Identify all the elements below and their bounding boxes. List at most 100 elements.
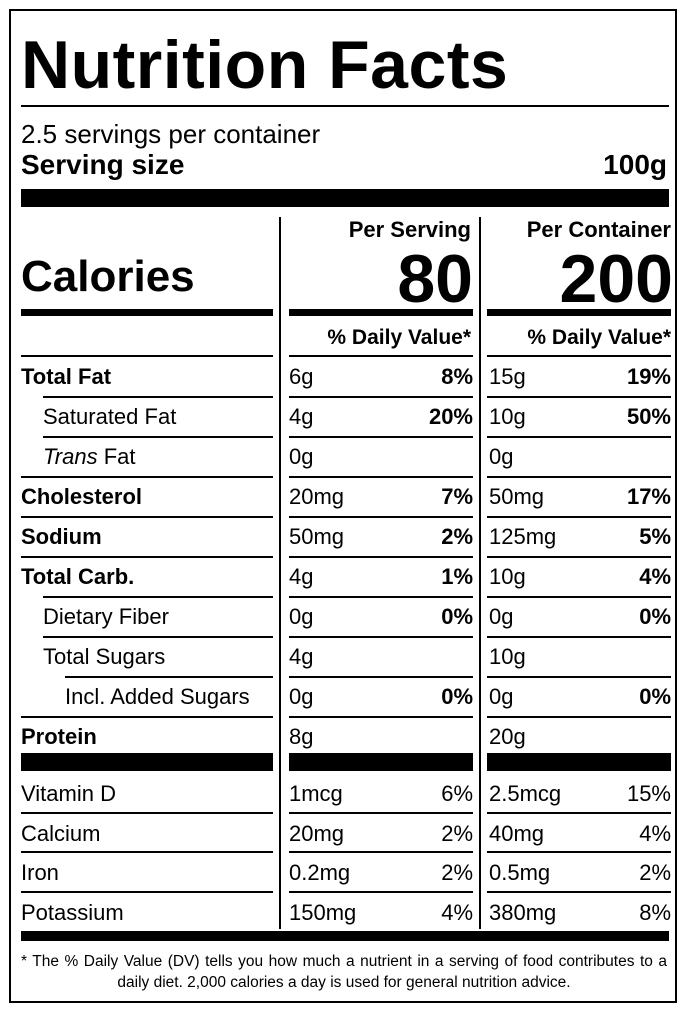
row-rule-left [43,636,273,638]
row-rule-serving [289,355,473,357]
serving-amount: 4g [289,644,314,669]
title-rule [21,105,669,107]
serving-size-value: 100g [603,149,667,180]
row-rule-container [487,676,671,678]
serving-daily-value: 6% [441,781,473,806]
serving-amount: 4g [289,404,314,429]
serving-daily-value: 0% [441,604,473,629]
nutrient-label: Saturated Fat [43,404,177,429]
nutrient-label: Cholesterol [21,484,143,509]
row-rule-container [487,396,671,398]
servings-per-container: 2.5 servings per container [21,119,321,149]
serving-amount: 0.2mg [289,860,351,885]
row-rule-left [21,355,273,357]
container-daily-value: 0% [639,604,671,629]
row-rule-serving [289,516,473,518]
container-amount: 10g [489,404,526,429]
daily-value-header-container: % Daily Value* [527,326,671,349]
thick-rule-top [21,189,669,207]
row-rule-container [487,636,671,638]
serving-amount: 20mg [289,820,345,846]
container-daily-value: 2% [639,860,671,885]
container-amount: 0g [489,444,514,469]
serving-amount: 0g [289,444,314,469]
container-daily-value: 4% [639,564,671,589]
calories-label: Calories [21,252,195,301]
row-rule-serving [289,812,473,814]
nutrient-label: Trans Fat [43,444,136,470]
nutrient-label-italic: Trans [43,444,98,469]
row-rule-serving [289,851,473,853]
container-daily-value: 50% [626,404,671,429]
row-rule-serving [289,636,473,638]
serving-daily-value: 2% [441,820,473,846]
nutrient-label: Vitamin D [21,781,116,806]
row-rule-container [487,355,671,357]
row-rule-container [487,891,671,893]
row-rule-serving [289,891,473,893]
container-daily-value: 19% [626,364,671,389]
calories-rule-serving [289,309,473,316]
thick-rule-vitamins-serving [289,753,473,771]
row-rule-container [487,812,671,814]
container-amount: 0g [489,684,514,709]
calories-rule-left [21,309,273,316]
row-rule-left [21,812,273,814]
serving-amount: 6g [289,364,314,389]
container-amount: 50mg [489,484,545,509]
thick-rule-vitamins-container [487,753,671,771]
container-daily-value: 5% [639,524,671,549]
serving-daily-value: 20% [428,404,473,429]
serving-amount: 1mcg [289,781,343,806]
serving-daily-value: 2% [441,524,473,549]
row-rule-left [21,851,273,853]
nutrient-label: Protein [21,724,97,749]
row-rule-serving [289,596,473,598]
calories-per-container: 200 [559,241,673,317]
row-rule-serving [289,436,473,438]
serving-daily-value: 4% [441,899,473,925]
calories-per-serving: 80 [397,241,473,317]
nutrient-label: Potassium [21,899,124,925]
container-amount: 10g [489,644,526,669]
row-rule-container [487,556,671,558]
footnote: * The % Daily Value (DV) tells you how m… [21,953,667,991]
column-divider-2 [479,217,481,929]
row-rule-left [43,396,273,398]
container-amount: 125mg [489,524,557,549]
nutrient-label-text: Fat [97,444,136,469]
nutrient-label: Total Carb. [21,564,135,589]
row-rule-container [487,596,671,598]
row-rule-left [21,891,273,893]
serving-amount: 8g [289,724,314,749]
thick-rule-bottom [21,931,669,941]
row-rule-left [21,716,273,718]
serving-daily-value: 7% [441,484,473,509]
row-rule-left [43,596,273,598]
row-rule-left [21,476,273,478]
label-title: Nutrition Facts [21,27,509,103]
container-daily-value: 15% [626,781,671,806]
serving-amount: 50mg [289,524,345,549]
container-amount: 2.5mcg [489,781,562,806]
column-divider-1 [279,217,281,929]
row-rule-container [487,436,671,438]
serving-amount: 0g [289,604,314,629]
container-amount: 15g [489,364,526,389]
serving-daily-value: 8% [441,364,473,389]
serving-daily-value: 0% [441,684,473,709]
container-amount: 380mg [489,899,557,925]
nutrient-label: Incl. Added Sugars [65,684,250,709]
serving-daily-value: 2% [441,860,473,885]
serving-amount: 150mg [289,899,357,925]
nutrition-label: Nutrition Facts 2.5 servings per contain… [9,9,677,1003]
serving-amount: 20mg [289,484,345,509]
row-rule-left [21,516,273,518]
per-container-header: Per Container [526,217,671,242]
row-rule-left [43,436,273,438]
calories-rule-container [487,309,671,316]
row-rule-container [487,516,671,518]
serving-daily-value: 1% [441,564,473,589]
nutrient-label: Dietary Fiber [43,604,169,629]
nutrient-label: Calcium [21,820,101,846]
